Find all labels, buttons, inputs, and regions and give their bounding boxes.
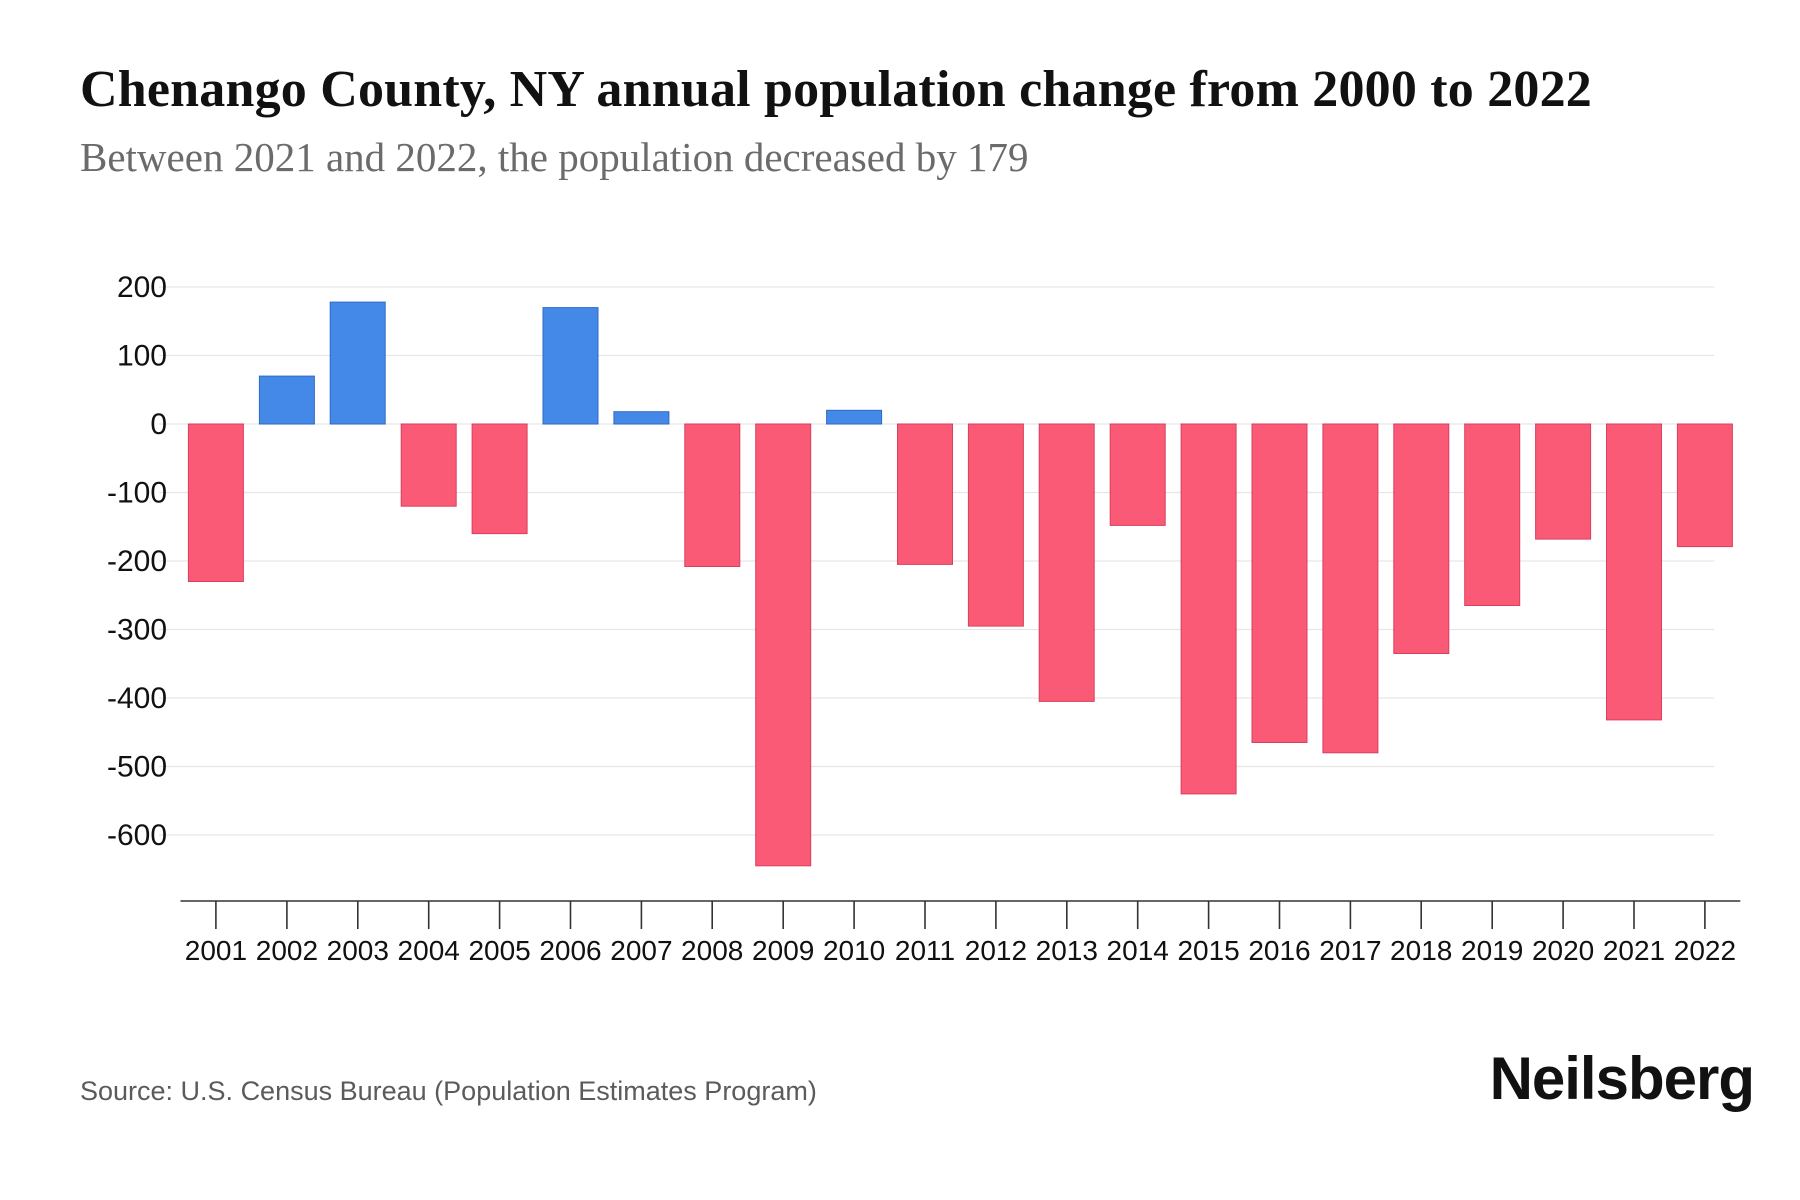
svg-text:-400: -400 [107, 682, 167, 715]
svg-text:2021: 2021 [1603, 935, 1665, 966]
svg-text:-200: -200 [107, 545, 167, 578]
svg-text:2011: 2011 [895, 935, 955, 966]
svg-text:-500: -500 [107, 751, 167, 784]
svg-text:2003: 2003 [327, 935, 389, 966]
svg-text:2008: 2008 [681, 935, 743, 966]
svg-text:200: 200 [117, 271, 167, 304]
svg-text:0: 0 [150, 408, 167, 441]
svg-text:2001: 2001 [185, 935, 247, 966]
svg-text:2017: 2017 [1319, 935, 1381, 966]
svg-text:2016: 2016 [1248, 935, 1310, 966]
svg-text:2022: 2022 [1674, 935, 1736, 966]
svg-text:2007: 2007 [610, 935, 672, 966]
svg-text:-100: -100 [107, 477, 167, 510]
svg-text:-300: -300 [107, 614, 167, 647]
svg-text:2018: 2018 [1390, 935, 1452, 966]
svg-text:2013: 2013 [1036, 935, 1098, 966]
svg-text:2019: 2019 [1461, 935, 1523, 966]
svg-text:2010: 2010 [823, 935, 885, 966]
svg-text:2006: 2006 [539, 935, 601, 966]
svg-text:-600: -600 [107, 819, 167, 852]
svg-text:2014: 2014 [1107, 935, 1169, 966]
svg-text:2009: 2009 [752, 935, 814, 966]
svg-text:2004: 2004 [398, 935, 460, 966]
svg-text:2005: 2005 [468, 935, 530, 966]
svg-text:2012: 2012 [965, 935, 1027, 966]
svg-text:2020: 2020 [1532, 935, 1594, 966]
svg-text:2015: 2015 [1177, 935, 1239, 966]
svg-text:2002: 2002 [256, 935, 318, 966]
svg-text:100: 100 [117, 340, 167, 373]
